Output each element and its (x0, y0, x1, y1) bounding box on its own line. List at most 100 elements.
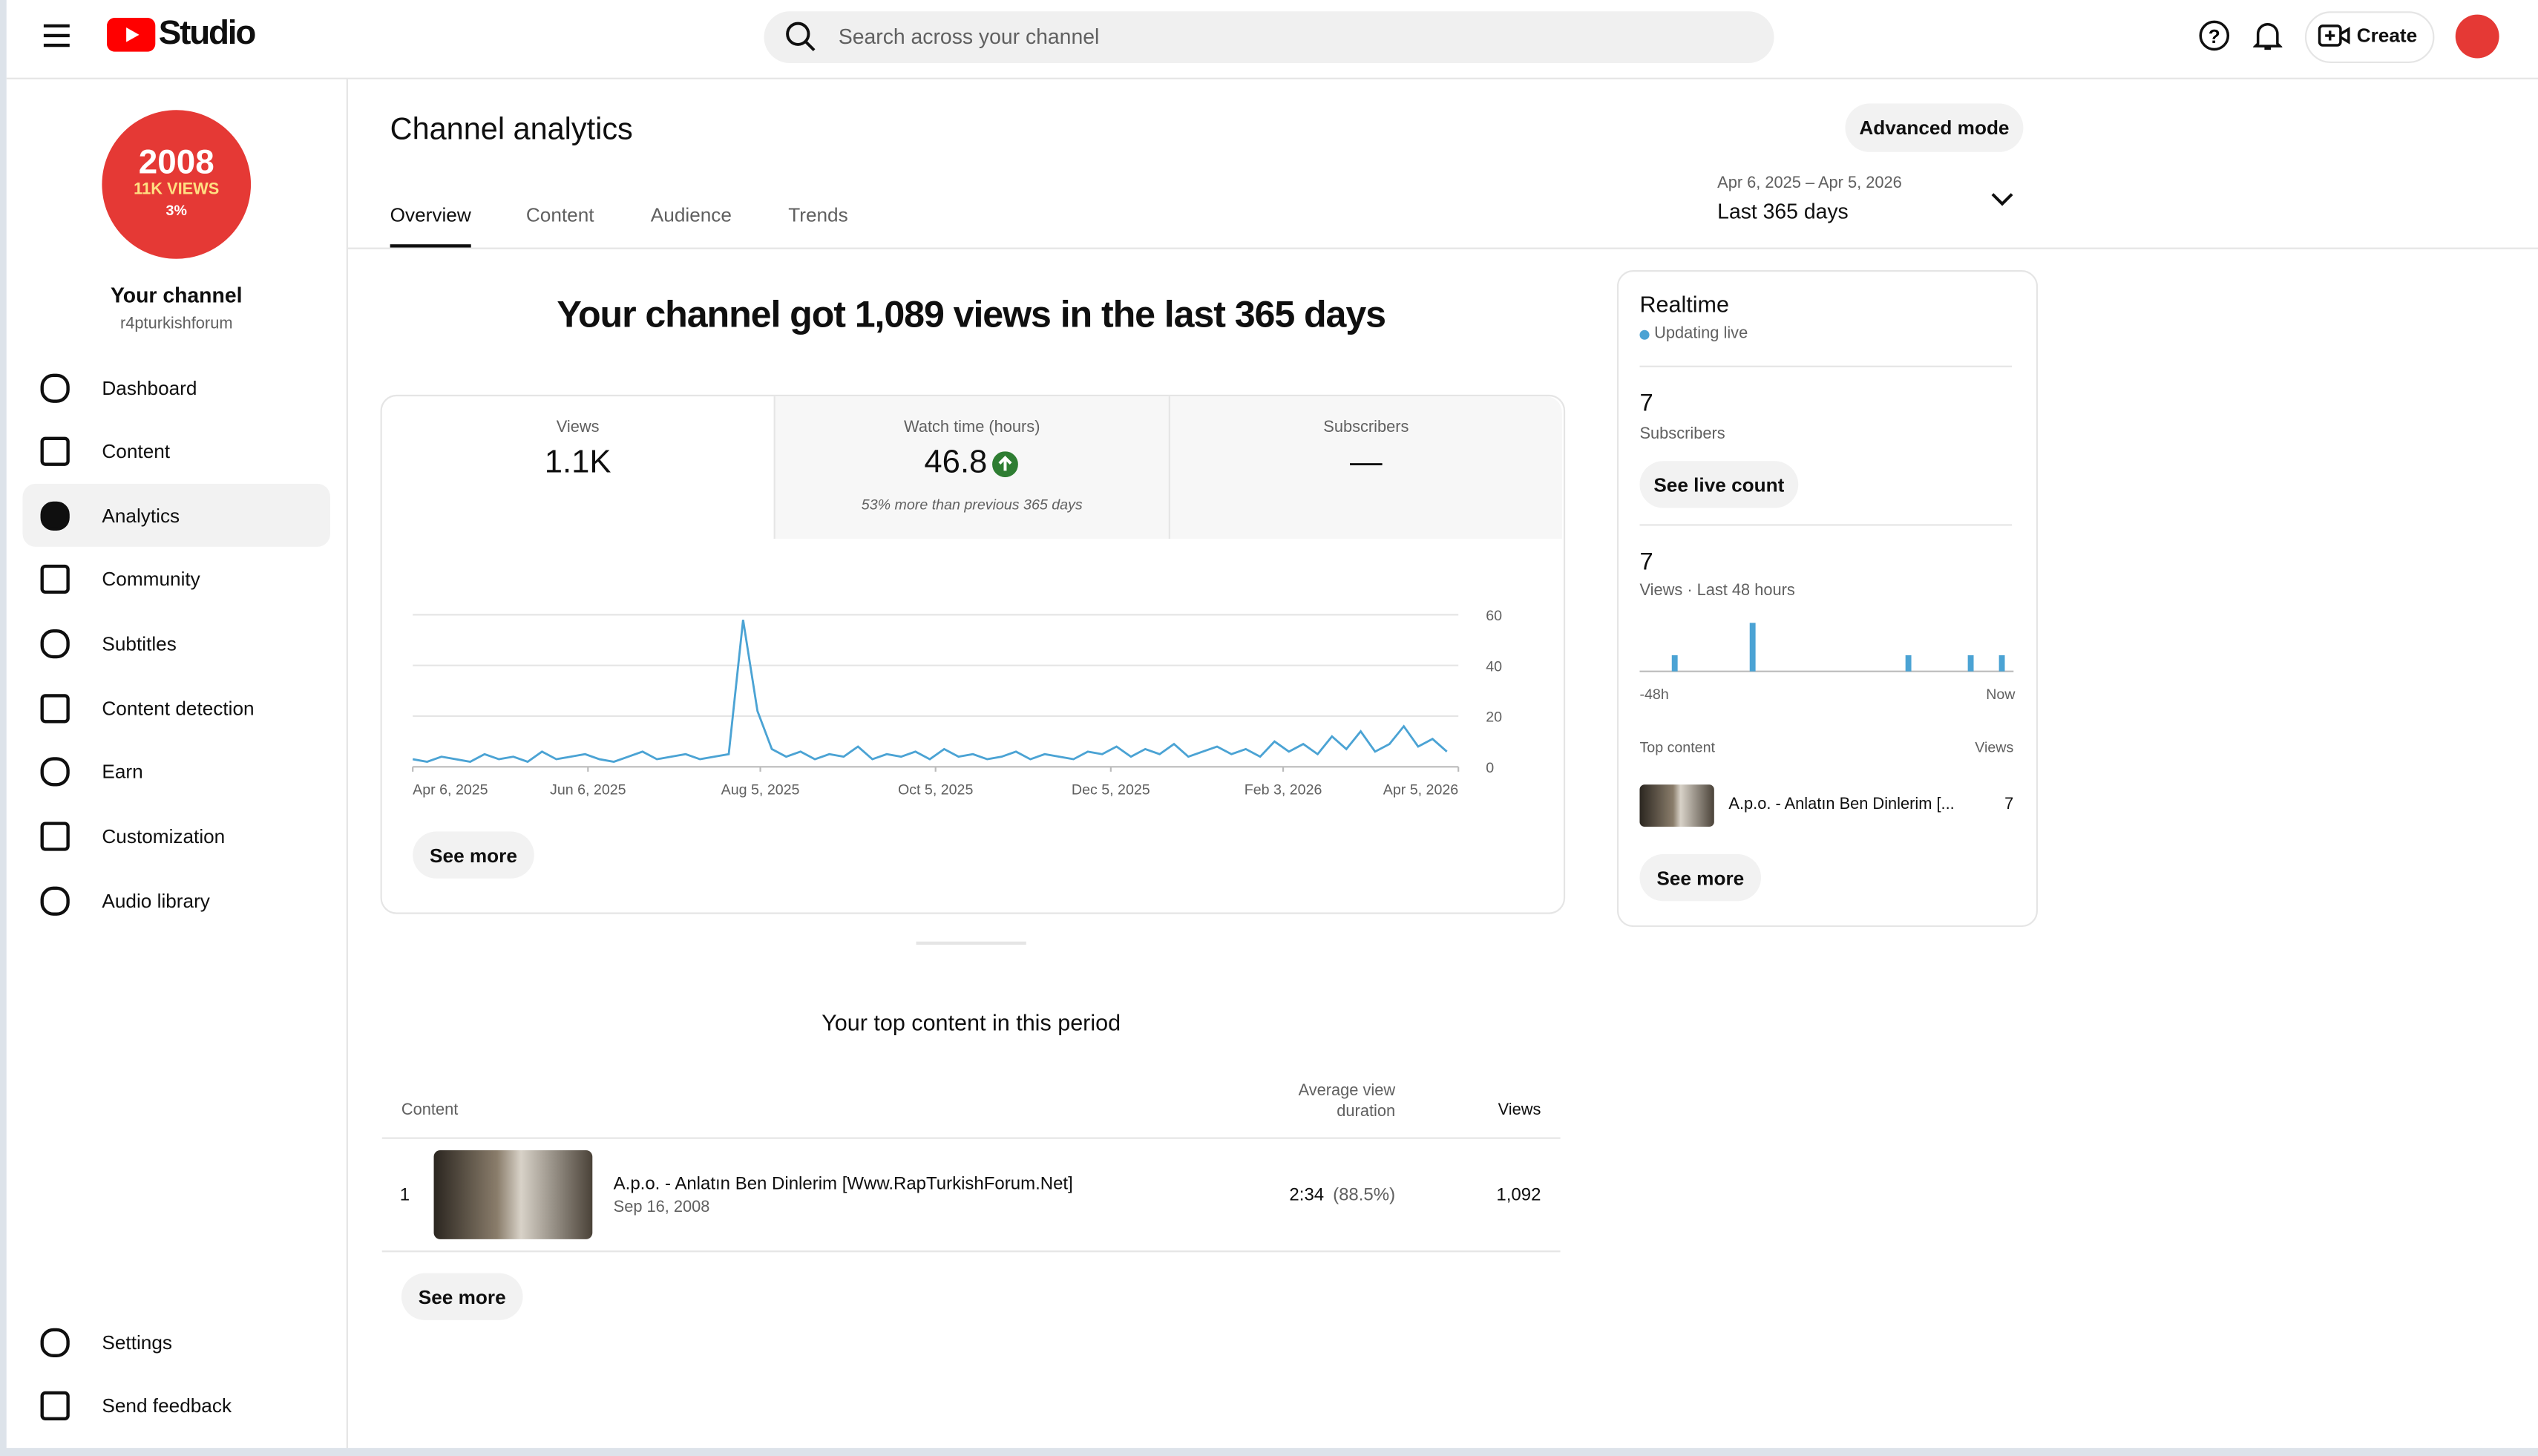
nav-item[interactable]: Customization (102, 824, 226, 848)
advanced-mode-button[interactable]: Advanced mode (1845, 103, 2024, 152)
nav-item[interactable]: Settings (102, 1331, 172, 1354)
nav-item[interactable]: Content detection (102, 697, 255, 721)
avg-percent: (88.5%) (1333, 1185, 1396, 1206)
notifications-icon[interactable] (2253, 19, 2283, 52)
metric-divider (1168, 396, 1170, 539)
nav-item[interactable]: Earn (102, 760, 143, 784)
tab[interactable]: Audience (650, 203, 732, 227)
metric-label[interactable]: Subscribers (1323, 419, 1409, 437)
row-views: 1,092 (1496, 1185, 1541, 1206)
row-divider (381, 1250, 1561, 1253)
avg-duration: 2:34 (1289, 1185, 1325, 1206)
nav-item[interactable]: Subtitles (102, 632, 177, 655)
sidebar-divider (346, 79, 348, 1449)
tab[interactable]: Overview (390, 203, 471, 227)
nav-active-bg (22, 483, 330, 547)
metric-label[interactable]: Watch time (hours) (904, 419, 1040, 437)
create-label: Create (2356, 24, 2418, 47)
column-header[interactable]: Average view duration (1298, 1082, 1396, 1121)
y-tick-label: 40 (1486, 658, 1502, 675)
axis-label: Now (1986, 686, 2016, 703)
date-range: Apr 6, 2025 – Apr 5, 2026 (1717, 174, 1902, 193)
divider (1639, 365, 2013, 367)
nav-item[interactable]: Dashboard (102, 376, 197, 400)
subscriber-label: Subscribers (1639, 425, 1725, 444)
search-box[interactable] (764, 11, 1774, 64)
y-tick-label: 0 (1486, 760, 1494, 776)
see-more-button[interactable]: See more (401, 1273, 523, 1320)
nav-icon (40, 501, 70, 531)
period[interactable]: Last 365 days (1717, 199, 1849, 223)
realtime-bar (1998, 655, 2005, 672)
x-tick-label: Apr 5, 2026 (1383, 781, 1459, 798)
row-rank: 1 (399, 1185, 410, 1206)
help-icon[interactable]: ? (2198, 19, 2231, 52)
tab[interactable]: Trends (788, 203, 848, 227)
subscriber-count: 7 (1639, 390, 1653, 418)
column-header[interactable]: Views (1498, 1101, 1541, 1120)
nav-item[interactable]: Content (102, 439, 171, 463)
nav-icon (40, 694, 70, 724)
column-header: Content (401, 1101, 459, 1120)
create-button[interactable] (2304, 11, 2435, 64)
y-tick-label: 60 (1486, 608, 1502, 624)
metric-note: 53% more than previous 365 days (861, 496, 1083, 514)
account-avatar[interactable] (2455, 14, 2499, 59)
video-thumbnail[interactable] (433, 1150, 593, 1239)
svg-text:?: ? (2209, 25, 2220, 47)
realtime-video-title[interactable]: A.p.o. - Anlatın Ben Dinlerim [... (1728, 796, 1955, 814)
nav-icon (40, 373, 70, 403)
realtime-bar (1671, 655, 1678, 672)
channel-handle: r4pturkishforum (119, 315, 233, 334)
see-more-button[interactable]: See more (413, 831, 534, 879)
video-title[interactable]: A.p.o. - Anlatın Ben Dinlerim [Www.RapTu… (613, 1174, 1073, 1194)
metric-label[interactable]: Views (556, 419, 600, 437)
avatar-text: 11K VIEWS (134, 181, 220, 200)
youtube-logo[interactable] (106, 17, 156, 52)
nav-item[interactable]: Audio library (102, 890, 210, 913)
overview-card (380, 394, 1566, 914)
realtime-views-label: Views · Last 48 hours (1639, 582, 1795, 600)
menu-icon[interactable] (42, 23, 71, 49)
realtime-bar (1905, 655, 1912, 672)
tab-underline (390, 244, 471, 248)
channel-name: Your channel (110, 283, 243, 308)
x-tick-label: Jun 6, 2025 (550, 781, 626, 798)
realtime-status: Updating live (1654, 325, 1748, 344)
nav-icon (40, 564, 70, 594)
nav-icon (40, 822, 70, 851)
nav-item[interactable]: Community (102, 568, 200, 591)
nav-icon (40, 757, 70, 787)
dropdown-icon[interactable] (1991, 191, 2014, 207)
x-tick-label: Apr 6, 2025 (413, 781, 488, 798)
metric-value: — (1350, 445, 1383, 481)
realtime-card (1616, 270, 2039, 928)
nav-icon (40, 629, 70, 659)
nav-icon (40, 1328, 70, 1358)
see-more-button[interactable]: See more (1639, 854, 1762, 902)
nav-item[interactable]: Analytics (102, 505, 180, 528)
views-col-label: Views (1975, 739, 2014, 756)
top-content-label: Top content (1639, 739, 1715, 756)
y-tick-label: 20 (1486, 709, 1502, 726)
metric-value: 1.1K (544, 445, 611, 481)
realtime-views: 7 (1639, 548, 1653, 577)
nav-item[interactable]: Send feedback (102, 1394, 232, 1417)
page-title: Channel analytics (390, 113, 633, 148)
divider (1639, 524, 2013, 526)
search-icon (786, 22, 816, 51)
frame (0, 0, 7, 1456)
create-icon (2318, 24, 2350, 47)
increase-icon (992, 451, 1018, 478)
tab[interactable]: Content (525, 203, 594, 227)
x-tick-label: Aug 5, 2025 (721, 781, 800, 798)
headline: Your channel got 1,089 views in the last… (557, 292, 1386, 335)
header (6, 0, 2538, 79)
logo-text: Studio (158, 14, 257, 52)
realtime-video-views: 7 (2004, 796, 2014, 814)
video-thumbnail[interactable] (1639, 784, 1714, 827)
see-live-count-button[interactable]: See live count (1639, 461, 1799, 508)
